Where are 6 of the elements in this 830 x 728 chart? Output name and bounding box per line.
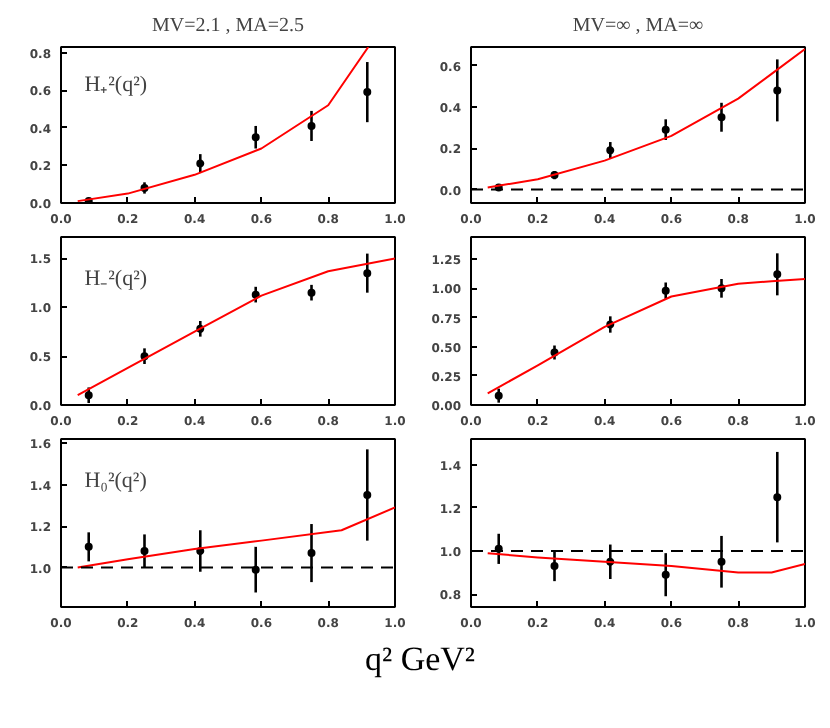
annotation: H₋²(q²): [84, 266, 148, 291]
annotation: H₀²(q²): [84, 468, 148, 493]
chart-title: MV=∞ , MA=∞: [572, 15, 704, 37]
x-axis-title: q² GeV²: [364, 638, 476, 682]
chart-title: MV=2.1 , MA=2.5: [151, 15, 305, 37]
annotation: H₊²(q²): [84, 72, 148, 97]
